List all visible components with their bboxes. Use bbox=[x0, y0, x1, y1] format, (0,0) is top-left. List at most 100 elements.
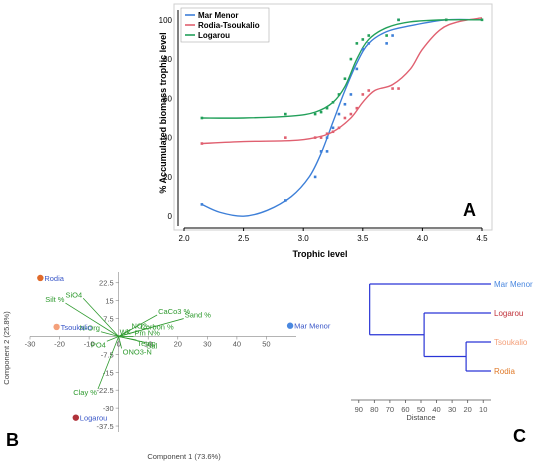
biplot-vector-label-n-org: N-Org bbox=[80, 324, 100, 333]
panel-b-x-tick-label: 0 bbox=[117, 339, 121, 348]
data-point-mar-menor bbox=[361, 47, 365, 51]
data-point-rodia-tsoukalio bbox=[397, 87, 400, 90]
legend-label-logarou: Logarou bbox=[198, 31, 230, 40]
biplot-vector-label-temp: Temp bbox=[137, 339, 155, 348]
data-point-mar-menor bbox=[349, 93, 353, 96]
data-point-mar-menor bbox=[355, 67, 359, 71]
biplot-vector-label-sal: Sal bbox=[146, 341, 157, 350]
panel-c-tree bbox=[369, 283, 491, 372]
panel-b-y-tick-label: -37.5 bbox=[97, 422, 114, 431]
biplot-vector-clay bbox=[97, 336, 120, 390]
site-label-rodia: Rodia bbox=[44, 274, 64, 283]
legend-label-rodia-tsoukalio: Rodia-Tsoukalio bbox=[198, 21, 260, 30]
panel-a-x-tick-label: 3.5 bbox=[357, 234, 369, 243]
panel-c-tick-label: 20 bbox=[463, 405, 471, 414]
biplot-vector-sio4 bbox=[82, 297, 119, 337]
data-point-rodia-tsoukalio bbox=[200, 142, 204, 145]
data-point-rodia-tsoukalio bbox=[313, 136, 317, 139]
dendrogram-leaf-rodia: Rodia bbox=[494, 367, 515, 376]
biplot-vector-label-ono3-n: ONO3-N bbox=[123, 347, 152, 356]
panel-a-y-tick-label: 100 bbox=[159, 16, 173, 25]
panel-b-y-tick-label: -30 bbox=[103, 404, 114, 413]
panel-c-tick-label: 80 bbox=[370, 405, 378, 414]
panel-c-axis: 90 80 70 60 50 40 30 20 10 bbox=[351, 399, 491, 414]
biplot-vector-sal bbox=[118, 336, 146, 343]
panel-b-vectors: Silt %SiO4 CaCo3 %Sand % NO2- N-Org Corbon %… bbox=[45, 290, 211, 397]
panel-b-x-tick-label: -20 bbox=[54, 339, 65, 348]
dendrogram-leaf-mar-menor: Mar Menor bbox=[494, 280, 533, 289]
data-point-logarou bbox=[319, 110, 323, 114]
panel-c-tick-label: 90 bbox=[355, 405, 363, 414]
data-point-rodia-tsoukalio bbox=[349, 112, 353, 116]
site-point-mar-menor bbox=[286, 322, 294, 329]
biplot-vector-label-clay: Clay % bbox=[73, 388, 97, 397]
panel-b-x-tick-label: 40 bbox=[233, 339, 241, 348]
panel-a-y-tick-label: 0 bbox=[168, 212, 173, 221]
panel-b-x-tick-label: 30 bbox=[203, 339, 211, 348]
panel-c-tick-label: 30 bbox=[448, 405, 456, 414]
data-point-rodia-tsoukalio bbox=[391, 87, 394, 90]
biplot-vector-corbon bbox=[118, 330, 140, 337]
site-point-rodia bbox=[37, 274, 44, 282]
data-point-logarou bbox=[480, 18, 484, 22]
data-point-mar-menor bbox=[313, 175, 317, 179]
panel-c-x-label: Distance bbox=[406, 413, 435, 422]
data-point-mar-menor bbox=[343, 102, 347, 106]
biplot-vector-label-pm-n: Pm N% bbox=[134, 328, 160, 337]
data-point-mar-menor bbox=[284, 199, 287, 202]
data-point-logarou bbox=[361, 38, 365, 41]
panel-b-y-tick-label: -15 bbox=[103, 368, 114, 377]
data-point-logarou bbox=[349, 57, 353, 61]
panel-a-x-label: Trophic level bbox=[292, 249, 347, 259]
panel-a-x-tick-label: 2.5 bbox=[238, 234, 250, 243]
data-point-mar-menor bbox=[331, 126, 335, 130]
panel-a-points bbox=[200, 18, 484, 206]
panel-c-tick-label: 70 bbox=[386, 405, 394, 414]
data-point-mar-menor bbox=[385, 42, 388, 45]
panel-c-tick-label: 40 bbox=[432, 405, 440, 414]
data-point-rodia-tsoukalio bbox=[367, 89, 371, 92]
biplot-vector-label-sio4: SiO4 bbox=[66, 290, 83, 299]
data-point-logarou bbox=[284, 112, 287, 116]
panel-a-letter: A bbox=[463, 200, 476, 220]
panel-b-y-tick-label: -7.5 bbox=[101, 350, 114, 359]
site-point-logarou bbox=[72, 414, 80, 421]
panel-c-dendrogram: 90 80 70 60 50 40 30 20 10 Mar Menor Logarou Tsouk… bbox=[351, 280, 533, 446]
data-point-rodia-tsoukalio bbox=[331, 130, 335, 134]
panel-a-y-tick-label: 20 bbox=[163, 173, 172, 182]
panel-b-letter: B bbox=[6, 430, 19, 450]
biplot-vector-label-corbon: Corbon % bbox=[140, 323, 174, 332]
panel-a-axes: 2.0 2.5 3.0 3.5 4.0 4.5 0 20 40 60 80 100 bbox=[159, 10, 488, 243]
series-curve-mar-menor bbox=[201, 18, 483, 217]
panel-c-letter: C bbox=[513, 426, 526, 446]
panel-b-y-tick-label: 22.5 bbox=[99, 279, 114, 288]
panel-b-sites: Rodia Tsoukalio Logarou Mar Menor bbox=[37, 274, 331, 423]
panel-c-tick-label: 50 bbox=[417, 405, 425, 414]
panel-b-x-tick-label: 10 bbox=[144, 339, 152, 348]
data-point-rodia-tsoukalio bbox=[284, 136, 287, 139]
panel-b-x-label: Component 1 (73.6%) bbox=[147, 452, 221, 461]
panel-a-x-tick-label: 2.0 bbox=[178, 234, 190, 243]
data-point-logarou bbox=[385, 34, 388, 37]
data-point-mar-menor bbox=[391, 34, 394, 37]
panel-b-y-tick-label: -22.5 bbox=[97, 386, 114, 395]
data-point-rodia-tsoukalio bbox=[343, 116, 347, 120]
panel-a-y-tick-label: 80 bbox=[163, 55, 172, 64]
panel-b-x-tick-label: -10 bbox=[84, 339, 95, 348]
panel-b-x-tick-label: 50 bbox=[262, 339, 270, 348]
biplot-vector-po4 bbox=[106, 336, 119, 342]
series-curve-rodia-tsoukalio bbox=[201, 17, 483, 145]
data-point-rodia-tsoukalio bbox=[361, 93, 365, 96]
data-point-logarou bbox=[337, 93, 341, 96]
biplot-vector-label-wk: Wk bbox=[120, 327, 131, 336]
panel-a-legend-box bbox=[180, 7, 270, 43]
site-label-logarou: Logarou bbox=[80, 414, 108, 423]
panel-b-x-tick-label: -30 bbox=[25, 339, 36, 348]
data-point-rodia-tsoukalio bbox=[337, 126, 341, 130]
data-point-logarou bbox=[200, 116, 204, 120]
panel-a-y-label: % Accumulated biomass trophic level bbox=[158, 32, 168, 193]
data-point-logarou bbox=[313, 112, 317, 116]
biplot-vector-label-silt: Silt % bbox=[45, 295, 65, 304]
data-point-logarou bbox=[325, 106, 329, 110]
data-point-mar-menor bbox=[325, 136, 329, 139]
